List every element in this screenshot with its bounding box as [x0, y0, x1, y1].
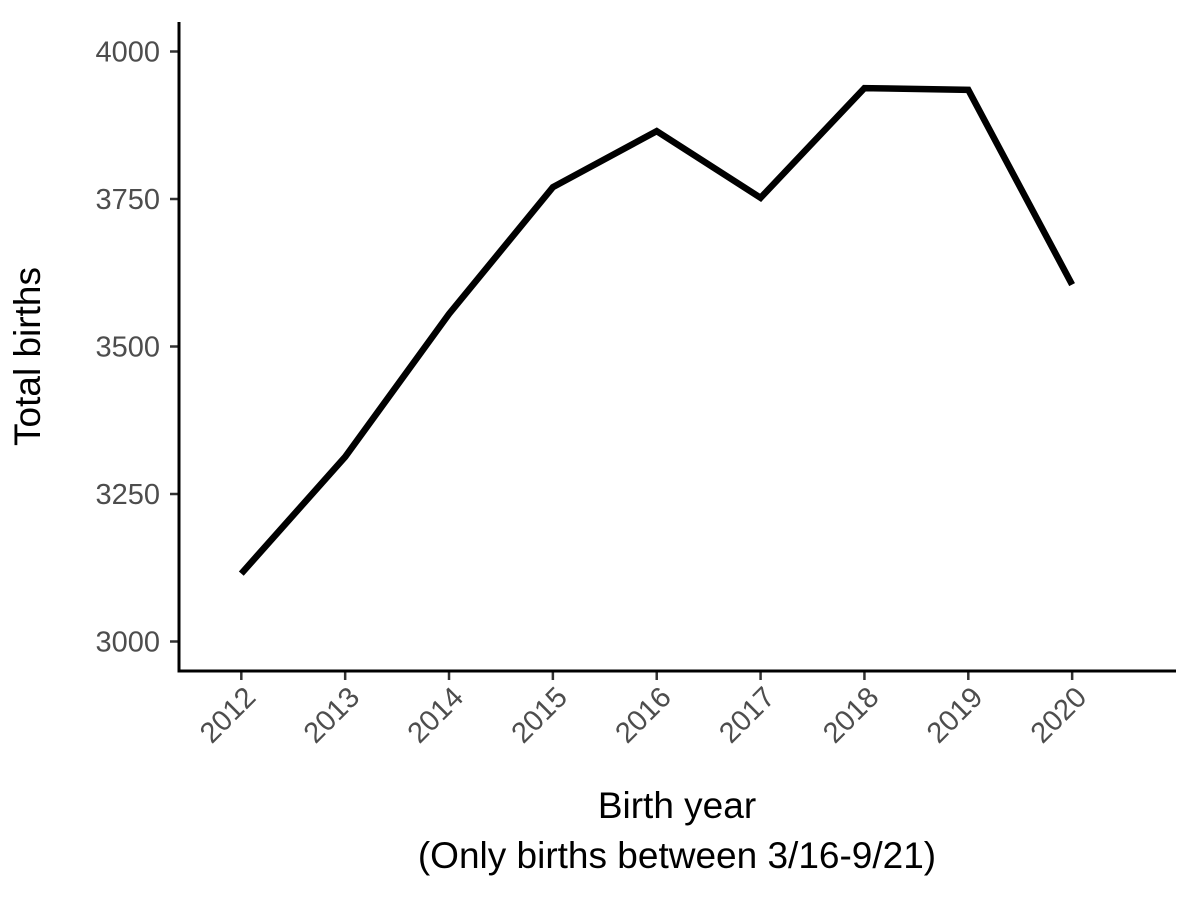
series-line [238, 84, 1075, 576]
x-tick-label: 2013 [298, 681, 366, 749]
x-axis-ticks: 2012 2013 2014 2015 2016 2017 2018 2019 2020 [194, 671, 1093, 750]
x-tick-label: 2016 [609, 681, 677, 749]
y-axis-ticks: 3000 3250 3500 3750 4000 [95, 37, 179, 659]
y-tick-label: 3000 [95, 627, 160, 659]
series-layer [238, 84, 1075, 576]
x-tick-label: 2012 [194, 681, 262, 749]
x-tick-label: 2014 [402, 681, 470, 749]
x-tick-label: 2017 [713, 681, 781, 749]
x-tick-label: 2019 [921, 681, 989, 749]
y-tick-label: 3500 [95, 332, 160, 364]
y-tick-label: 4000 [95, 37, 160, 69]
y-axis-title: Total births [7, 267, 48, 446]
x-axis-title: Birth year [598, 785, 756, 826]
x-tick-label: 2015 [506, 681, 574, 749]
x-tick-label: 2020 [1025, 681, 1093, 749]
x-tick-label: 2018 [817, 681, 885, 749]
y-tick-label: 3250 [95, 479, 160, 511]
x-axis-subtitle: (Only births between 3/16-9/21) [418, 835, 936, 876]
y-tick-label: 3750 [95, 184, 160, 216]
